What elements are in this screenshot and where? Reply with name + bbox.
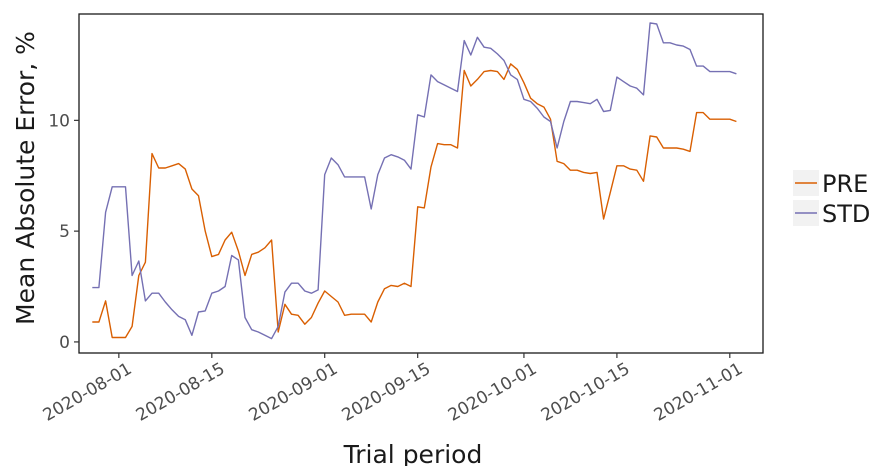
series-line-std	[92, 22, 737, 340]
series-line-pre	[92, 63, 737, 339]
x-tick-label: 2020-10-15	[538, 359, 634, 426]
y-axis: 0 5 10	[48, 111, 79, 353]
series-layer	[92, 22, 737, 340]
y-tick-label: 10	[48, 111, 70, 131]
x-axis-title: Trial period	[343, 440, 483, 466]
legend-label-std: STD	[822, 200, 870, 228]
x-tick-label: 2020-09-15	[339, 359, 435, 426]
y-tick-label: 0	[59, 333, 70, 353]
x-tick-label: 2020-08-15	[133, 359, 229, 426]
y-axis-title: Mean Absolute Error, %	[11, 31, 40, 325]
plot-panel	[78, 13, 764, 354]
x-tick-label: 2020-09-01	[246, 359, 342, 426]
x-tick-label: 2020-11-01	[651, 359, 747, 426]
x-tick-label: 2020-08-01	[40, 359, 136, 426]
legend-label-pre: PRE	[822, 170, 868, 198]
x-tick-label: 2020-10-01	[445, 359, 541, 426]
y-tick-label: 5	[59, 222, 70, 242]
